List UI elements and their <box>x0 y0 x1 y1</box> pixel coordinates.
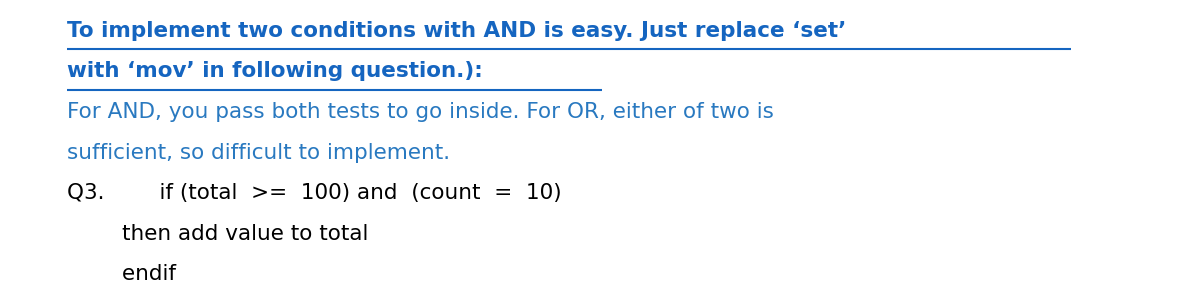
Text: To implement two conditions with AND is easy. Just replace ‘set’: To implement two conditions with AND is … <box>67 21 847 41</box>
Text: with ‘mov’ in following question.):: with ‘mov’ in following question.): <box>67 62 482 81</box>
Text: then add value to total: then add value to total <box>67 224 368 244</box>
Text: Q3.        if (total  >=  100) and  (count  =  10): Q3. if (total >= 100) and (count = 10) <box>67 183 562 203</box>
Text: endif: endif <box>67 264 176 284</box>
Text: sufficient, so difficult to implement.: sufficient, so difficult to implement. <box>67 142 450 163</box>
Text: For AND, you pass both tests to go inside. For OR, either of two is: For AND, you pass both tests to go insid… <box>67 102 774 122</box>
